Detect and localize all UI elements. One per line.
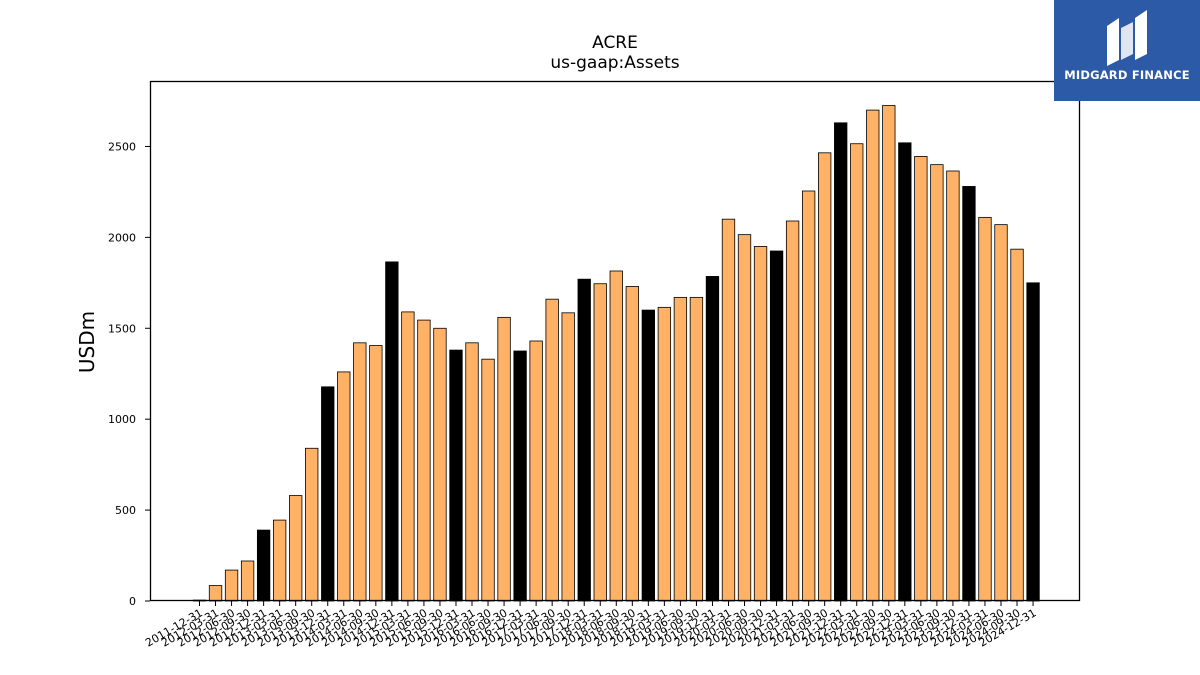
chart-title: ACRE bbox=[592, 33, 638, 53]
bar-2013-12-31 bbox=[321, 386, 335, 602]
bar-2014-06-30 bbox=[353, 342, 367, 602]
chart-subtitle: us-gaap:Assets bbox=[550, 53, 679, 73]
bar-2019-09-30 bbox=[689, 296, 704, 602]
bar-2017-03-31 bbox=[529, 340, 543, 602]
bar-2014-12-31 bbox=[385, 261, 399, 602]
plot-frame bbox=[149, 80, 1081, 602]
bar-2014-03-31 bbox=[337, 371, 351, 602]
bar-2019-12-31 bbox=[705, 276, 720, 602]
bar-2021-06-30 bbox=[801, 190, 816, 602]
bar-2012-09-30 bbox=[240, 560, 255, 602]
bar-2023-12-31 bbox=[962, 186, 976, 602]
bar-2020-12-31 bbox=[769, 250, 784, 602]
bar-2015-03-31 bbox=[401, 311, 415, 602]
bar-2022-09-30 bbox=[882, 105, 896, 602]
bar-2013-09-30 bbox=[305, 447, 319, 602]
bar-2021-09-30 bbox=[818, 152, 832, 602]
y-tick-label-1000: 1000 bbox=[108, 413, 136, 426]
bar-2016-12-31 bbox=[513, 350, 527, 602]
y-tick-label-2500: 2500 bbox=[108, 140, 136, 153]
bar-2022-03-31 bbox=[850, 143, 864, 602]
bar-2023-03-31 bbox=[914, 156, 928, 602]
midgard-logo-icon bbox=[1107, 10, 1147, 66]
bar-2024-03-31 bbox=[978, 216, 992, 602]
bar-2012-03-31 bbox=[208, 585, 223, 602]
bar-2020-09-30 bbox=[753, 246, 768, 602]
bar-2016-03-31 bbox=[465, 342, 479, 602]
bar-2015-06-30 bbox=[417, 319, 431, 602]
bar-2017-12-31 bbox=[577, 278, 591, 602]
y-axis-label: USDm bbox=[75, 311, 99, 373]
bar-2019-03-31 bbox=[657, 306, 672, 602]
bar-2021-03-31 bbox=[785, 220, 800, 602]
bar-2013-06-30 bbox=[289, 495, 303, 602]
bar-2015-12-31 bbox=[449, 349, 463, 602]
x-axis: 2011-12-312012-03-312012-06-302012-09-30… bbox=[143, 601, 1039, 650]
bar-2015-09-30 bbox=[433, 327, 447, 602]
brand-name: MIDGARD FINANCE bbox=[1064, 68, 1190, 82]
bar-2024-12-31 bbox=[1026, 282, 1040, 602]
bar-2017-09-30 bbox=[561, 312, 575, 602]
bar-2018-09-30 bbox=[625, 286, 639, 602]
bar-2018-12-31 bbox=[641, 309, 655, 602]
bar-2021-12-31 bbox=[834, 122, 848, 602]
brand-logo: MIDGARD FINANCE bbox=[1054, 0, 1200, 101]
y-tick-label-2000: 2000 bbox=[108, 231, 136, 244]
bar-2023-06-30 bbox=[930, 164, 944, 602]
bars bbox=[192, 105, 1040, 602]
y-tick-label-500: 500 bbox=[115, 504, 136, 517]
bar-2014-09-30 bbox=[369, 345, 383, 602]
bar-2024-06-30 bbox=[994, 224, 1008, 602]
bar-2012-12-31 bbox=[256, 529, 271, 602]
bar-2016-06-30 bbox=[481, 358, 495, 602]
y-tick-label-0: 0 bbox=[129, 595, 136, 608]
bar-2020-03-31 bbox=[721, 218, 736, 602]
bar-2024-09-30 bbox=[1010, 248, 1024, 602]
bar-2013-03-31 bbox=[272, 519, 287, 602]
y-axis: 0 500 1000 1500 2000 2500 bbox=[108, 140, 150, 608]
bar-2017-06-30 bbox=[545, 298, 559, 602]
bar-2022-06-30 bbox=[866, 109, 880, 602]
bar-2019-06-30 bbox=[673, 296, 688, 602]
bar-2012-06-30 bbox=[224, 569, 239, 602]
bar-2020-06-30 bbox=[737, 234, 752, 602]
bar-2018-03-31 bbox=[593, 283, 607, 602]
y-tick-label-1500: 1500 bbox=[108, 322, 136, 335]
bar-2018-06-30 bbox=[609, 270, 623, 602]
bar-2023-09-30 bbox=[946, 170, 960, 602]
bar-2022-12-31 bbox=[898, 142, 912, 602]
bar-2016-09-30 bbox=[497, 316, 511, 602]
